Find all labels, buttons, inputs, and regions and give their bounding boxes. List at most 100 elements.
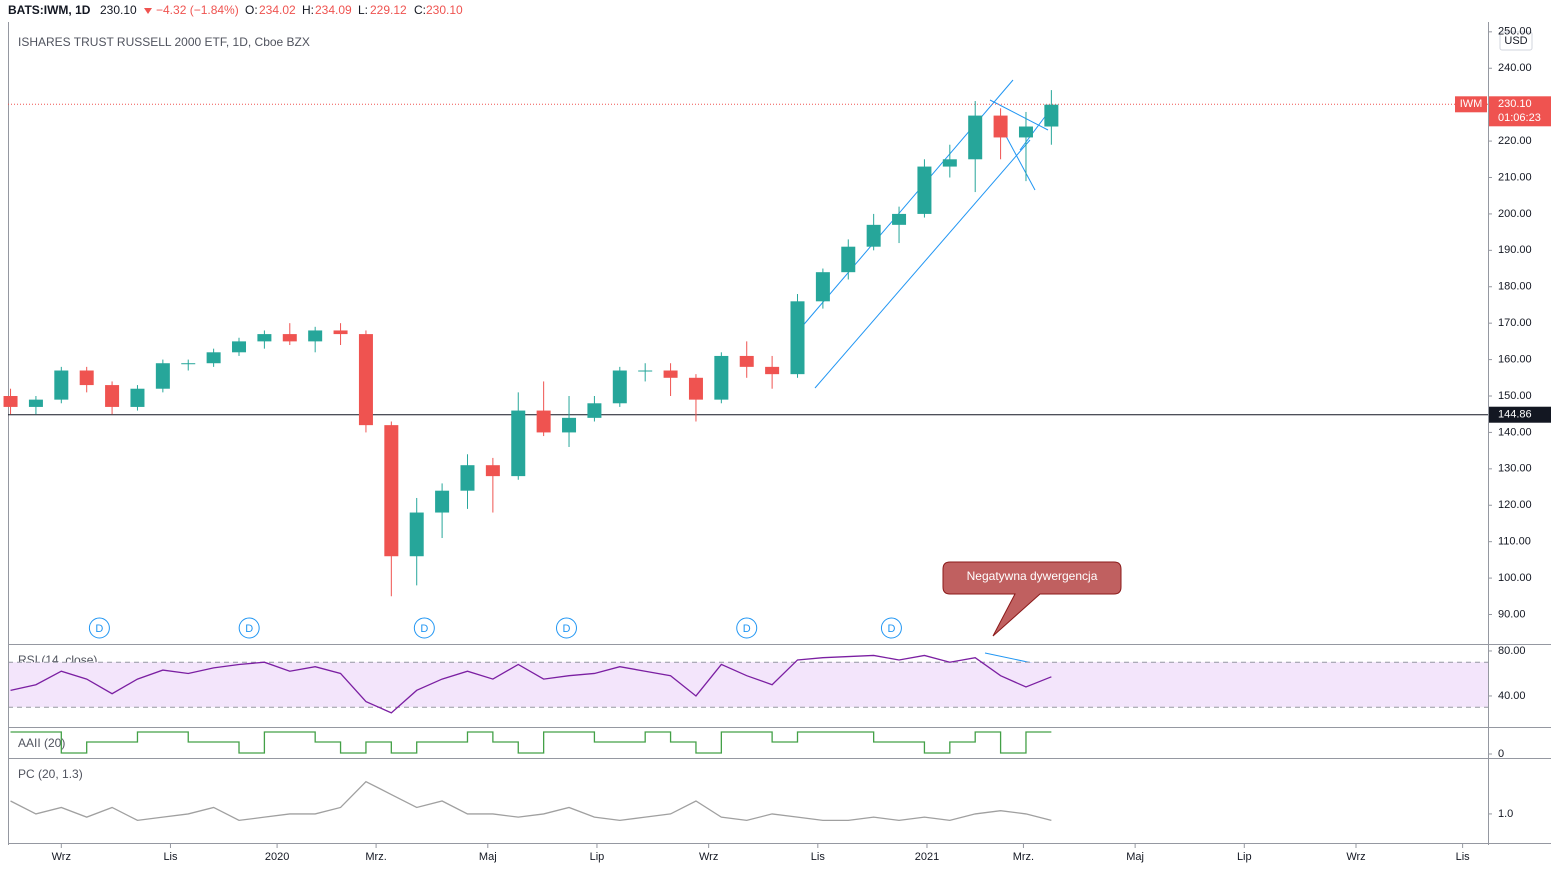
- y-tick-label: 180.00: [1498, 281, 1532, 293]
- h-label: H:: [302, 3, 314, 17]
- candle-body: [282, 334, 297, 342]
- candle-body: [206, 352, 221, 364]
- y-tick-label: 90.00: [1498, 608, 1526, 620]
- candle-body: [308, 330, 323, 342]
- x-tick-label: Maj: [479, 851, 497, 863]
- y-tick-label: 250.00: [1498, 26, 1532, 38]
- x-tick-label: 2020: [265, 851, 289, 863]
- c: 230.10: [426, 3, 463, 17]
- dividend-marker[interactable]: [238, 617, 260, 639]
- dividend-marker[interactable]: [880, 617, 902, 639]
- y-tick-label: 130.00: [1498, 463, 1532, 475]
- countdown: 01:06:23: [1498, 112, 1541, 124]
- y-tick-label: 220.00: [1498, 135, 1532, 147]
- candle-body: [232, 341, 247, 353]
- l: 229.12: [370, 3, 407, 17]
- y-tick-label: 1.0: [1498, 808, 1513, 820]
- annotation: Negatywna dywergencja: [967, 569, 1098, 583]
- candle-body: [54, 370, 69, 400]
- x-tick-label: Maj: [1126, 851, 1144, 863]
- down-arrow: [144, 8, 152, 14]
- currency: USD: [1504, 35, 1527, 47]
- candle-body: [714, 355, 729, 400]
- candle-body: [739, 355, 754, 367]
- currency-box[interactable]: [1499, 31, 1533, 51]
- dividend-label: D: [420, 623, 428, 635]
- candle-body: [562, 417, 577, 433]
- y-tick-label: 210.00: [1498, 171, 1532, 183]
- x-tick-label: Wrz: [699, 851, 718, 863]
- x-tick-label: Wrz: [1346, 851, 1365, 863]
- dividend-label: D: [245, 623, 253, 635]
- dividend-label: D: [563, 623, 571, 635]
- x-tick-label: Mrz.: [365, 851, 386, 863]
- pane-title: PC (20, 1.3): [18, 767, 83, 781]
- o-label: O:: [245, 3, 258, 17]
- h: 234.09: [315, 3, 352, 17]
- candle-body: [993, 115, 1008, 138]
- dividend-label: D: [743, 623, 751, 635]
- y-tick-label: 200.00: [1498, 208, 1532, 220]
- candle-body: [663, 370, 678, 378]
- dividend-label: D: [887, 623, 895, 635]
- candle-body: [485, 465, 500, 477]
- candle-body: [511, 410, 526, 477]
- candle-body: [28, 399, 43, 407]
- y-tick-label: 160.00: [1498, 353, 1532, 365]
- indicator-line: [10, 780, 1052, 822]
- x-tick-label: 2021: [915, 851, 939, 863]
- candle-body: [105, 385, 120, 407]
- panes-frame: [8, 22, 1551, 845]
- chart-title: ISHARES TRUST RUSSELL 2000 ETF, 1D, Cboe…: [18, 35, 310, 49]
- y-tick-label: 110.00: [1498, 536, 1531, 548]
- candle-body: [765, 366, 780, 375]
- candle-body: [536, 410, 551, 433]
- price-tag: IWM: [1460, 98, 1483, 110]
- dividend-marker[interactable]: [413, 617, 435, 639]
- y-tick-label: 140.00: [1498, 426, 1532, 438]
- pane-title: AAII (20): [18, 736, 65, 750]
- candle-body: [1018, 126, 1033, 138]
- x-tick-label: Lis: [811, 851, 826, 863]
- candle-body: [257, 334, 272, 342]
- last-price-box: [1489, 96, 1551, 127]
- candle-body: [130, 388, 145, 407]
- y-tick-label: 240.00: [1498, 62, 1532, 74]
- last-price-label: 230.10: [1498, 98, 1532, 110]
- rsi-band: [9, 662, 1488, 708]
- candle-body: [841, 246, 856, 273]
- candle-body: [790, 301, 805, 375]
- last: 230.10: [100, 3, 137, 17]
- dividend-marker[interactable]: [555, 617, 577, 639]
- candle-body: [688, 377, 703, 400]
- c-label: C:: [414, 3, 426, 17]
- o: 234.02: [259, 3, 296, 17]
- candle-body: [1044, 104, 1059, 127]
- candle-body: [435, 490, 450, 513]
- dividend-marker[interactable]: [736, 617, 758, 639]
- x-tick-label: Lip: [1237, 851, 1252, 863]
- hline-label: 144.86: [1498, 409, 1532, 421]
- y-tick-label: 120.00: [1498, 499, 1532, 511]
- symbol: BATS:IWM, 1D: [8, 3, 91, 17]
- dividend-marker[interactable]: [88, 617, 110, 639]
- step-line: [10, 731, 1052, 754]
- y-tick-label: 190.00: [1498, 244, 1532, 256]
- candle-body: [942, 159, 957, 167]
- y-tick-label: 80.00: [1498, 645, 1526, 657]
- candle-body: [815, 272, 830, 302]
- x-tick-label: Wrz: [52, 851, 71, 863]
- y-tick-label: 150.00: [1498, 390, 1532, 402]
- candle-body: [612, 370, 627, 404]
- candle-body: [409, 512, 424, 557]
- x-tick-label: Lis: [163, 851, 178, 863]
- y-tick-label: 0: [1498, 748, 1504, 760]
- candle-body: [638, 370, 653, 372]
- dividend-label: D: [95, 623, 103, 635]
- candle-body: [892, 213, 907, 225]
- x-tick-label: Lis: [1456, 851, 1471, 863]
- x-tick-label: Mrz.: [1013, 851, 1034, 863]
- candle-body: [460, 465, 475, 491]
